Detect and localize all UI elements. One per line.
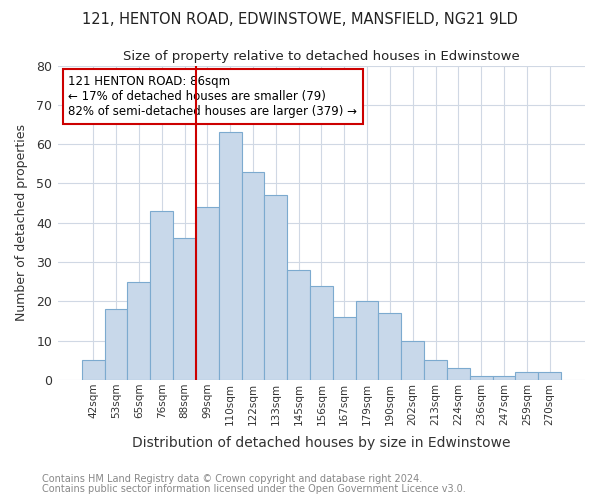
Bar [242,172,265,380]
Bar [515,372,538,380]
Bar [310,286,333,380]
Title: Size of property relative to detached houses in Edwinstowe: Size of property relative to detached ho… [123,50,520,63]
Text: 121, HENTON ROAD, EDWINSTOWE, MANSFIELD, NG21 9LD: 121, HENTON ROAD, EDWINSTOWE, MANSFIELD,… [82,12,518,28]
Bar [333,317,356,380]
Bar [424,360,447,380]
Bar [356,302,379,380]
Y-axis label: Number of detached properties: Number of detached properties [15,124,28,322]
Bar [82,360,104,380]
Bar [173,238,196,380]
Bar [196,207,219,380]
X-axis label: Distribution of detached houses by size in Edwinstowe: Distribution of detached houses by size … [132,436,511,450]
Bar [493,376,515,380]
Bar [538,372,561,380]
Bar [379,313,401,380]
Text: 121 HENTON ROAD: 86sqm
← 17% of detached houses are smaller (79)
82% of semi-det: 121 HENTON ROAD: 86sqm ← 17% of detached… [68,75,358,118]
Bar [104,309,127,380]
Bar [219,132,242,380]
Bar [287,270,310,380]
Bar [127,282,151,380]
Bar [401,340,424,380]
Text: Contains public sector information licensed under the Open Government Licence v3: Contains public sector information licen… [42,484,466,494]
Bar [470,376,493,380]
Bar [151,211,173,380]
Text: Contains HM Land Registry data © Crown copyright and database right 2024.: Contains HM Land Registry data © Crown c… [42,474,422,484]
Bar [447,368,470,380]
Bar [265,196,287,380]
